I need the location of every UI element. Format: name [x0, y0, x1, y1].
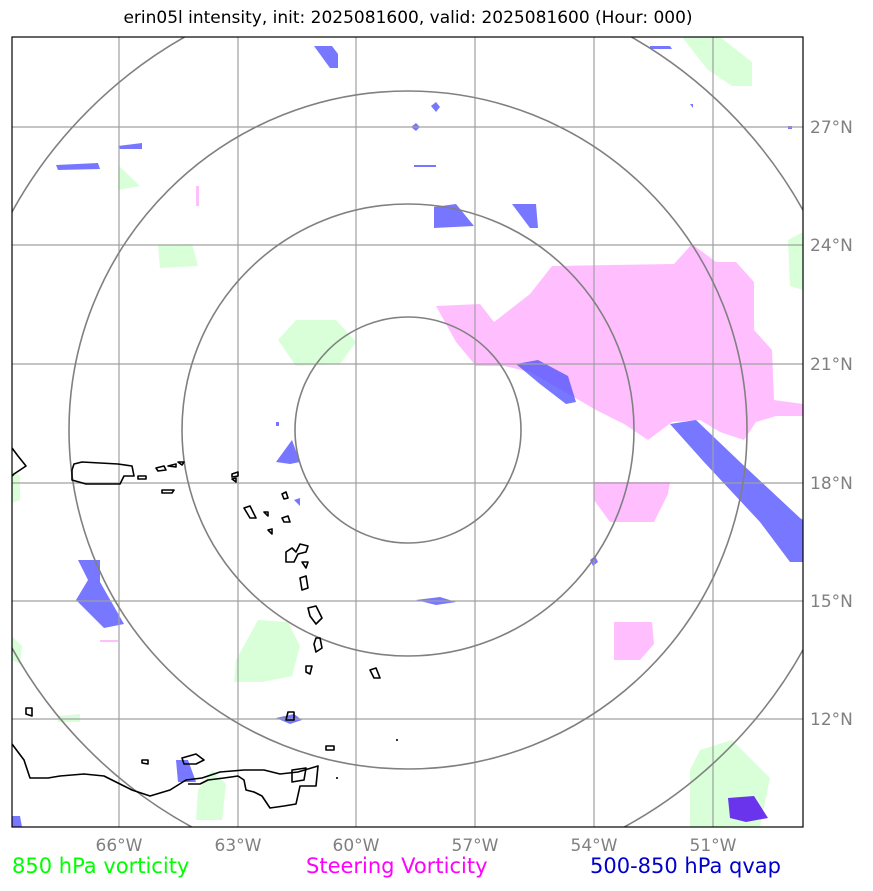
lat-tick-label: 27°N	[810, 118, 853, 138]
qvap-blob	[56, 163, 100, 170]
qvap-layer	[12, 46, 803, 827]
coastline-island	[181, 753, 205, 765]
coastline-island	[301, 561, 309, 569]
range-rings	[12, 37, 803, 827]
range-ring-1	[294, 316, 522, 544]
steering-blob	[436, 244, 803, 440]
lon-tick-labels: 66°W 63°W 60°W 57°W 54°W 51°W	[96, 836, 737, 856]
vort850-blob	[58, 714, 80, 722]
qvap-blob	[670, 420, 803, 562]
coastline-island	[161, 489, 175, 494]
coastline-puerto-rico	[71, 461, 135, 485]
coastline-island	[299, 575, 309, 591]
qvap-blob	[690, 104, 693, 108]
coastline-island	[281, 515, 291, 523]
vort850-blob	[118, 165, 140, 190]
vort850-blob	[12, 470, 20, 503]
coastline-island	[305, 665, 313, 675]
coastline-st-lucia	[313, 637, 323, 653]
qvap-blob	[516, 360, 576, 404]
steering-blob	[196, 186, 199, 206]
vort850-blob	[12, 636, 22, 664]
lon-tick-label: 63°W	[215, 836, 262, 856]
coastline-island	[167, 463, 177, 468]
legend-vort850: 850 hPa vorticity	[12, 854, 190, 878]
vort850-blob	[158, 244, 198, 268]
lon-tick-label: 51°W	[690, 836, 737, 856]
coastline-south-america	[12, 743, 319, 809]
steering-layer	[100, 186, 803, 660]
coastlines	[12, 447, 398, 809]
coastline-island	[325, 745, 335, 751]
coastline-island	[25, 707, 33, 717]
vort850-blob	[788, 232, 803, 290]
coastline-hispaniola	[12, 447, 27, 477]
coastline-trinidad	[291, 767, 307, 783]
range-ring-2	[181, 203, 635, 657]
coastline-martinique	[307, 605, 323, 625]
qvap-blob	[176, 760, 196, 782]
lat-tick-label: 21°N	[810, 355, 853, 375]
qvap-blob	[414, 165, 436, 167]
lon-tick-label: 54°W	[571, 836, 618, 856]
lat-tick-label: 24°N	[810, 236, 853, 256]
steering-blob	[614, 622, 654, 660]
vort850-blob	[682, 37, 752, 86]
coastline-island	[231, 471, 239, 478]
qvap-blob	[650, 46, 672, 49]
steering-blob	[594, 482, 670, 522]
coastline-island	[267, 528, 273, 535]
lat-tick-labels: 27°N 24°N 21°N 18°N 15°N 12°N	[810, 118, 853, 730]
legend-steering-vorticity: Steering Vorticity	[306, 854, 488, 878]
lon-tick-label: 57°W	[452, 836, 499, 856]
qvap-blob	[434, 204, 474, 228]
coastline-island	[155, 465, 167, 472]
coastline-guadeloupe	[285, 543, 309, 563]
coastline-grenada	[285, 711, 295, 721]
lat-tick-label: 12°N	[810, 710, 853, 730]
lat-tick-label: 18°N	[810, 474, 853, 494]
qvap-blob	[512, 204, 538, 228]
lat-tick-label: 15°N	[810, 592, 853, 612]
map-frame	[11, 36, 804, 828]
steering-blob	[100, 640, 118, 642]
qvap-blob	[76, 560, 124, 628]
vort850-layer	[12, 37, 803, 827]
coastline-island	[231, 477, 237, 483]
coastline-island	[263, 511, 269, 517]
vort850-blob	[278, 320, 356, 366]
range-ring-3	[68, 90, 748, 770]
lon-tick-label: 60°W	[333, 836, 380, 856]
coastline-island	[281, 491, 289, 500]
legend-qvap: 500-850 hPa qvap	[590, 854, 781, 878]
coastline-island	[141, 759, 149, 765]
map-title: erin05l intensity, init: 2025081600, val…	[123, 8, 693, 28]
coastline-barbados	[369, 667, 381, 679]
qvap-blob	[314, 46, 338, 68]
coastline-island	[177, 461, 185, 466]
qvap-blob	[118, 143, 142, 149]
coastline-island	[137, 475, 147, 480]
qvap-blob	[276, 440, 300, 464]
vort850-blob	[234, 620, 300, 682]
gridlines	[12, 37, 803, 827]
lon-tick-label: 66°W	[96, 836, 143, 856]
qvap-blob	[12, 816, 22, 827]
coastline-island	[243, 505, 257, 519]
qvap-blob	[294, 498, 300, 506]
qvap-blob	[431, 102, 440, 112]
qvap-core	[728, 796, 768, 822]
qvap-blob	[276, 422, 279, 426]
